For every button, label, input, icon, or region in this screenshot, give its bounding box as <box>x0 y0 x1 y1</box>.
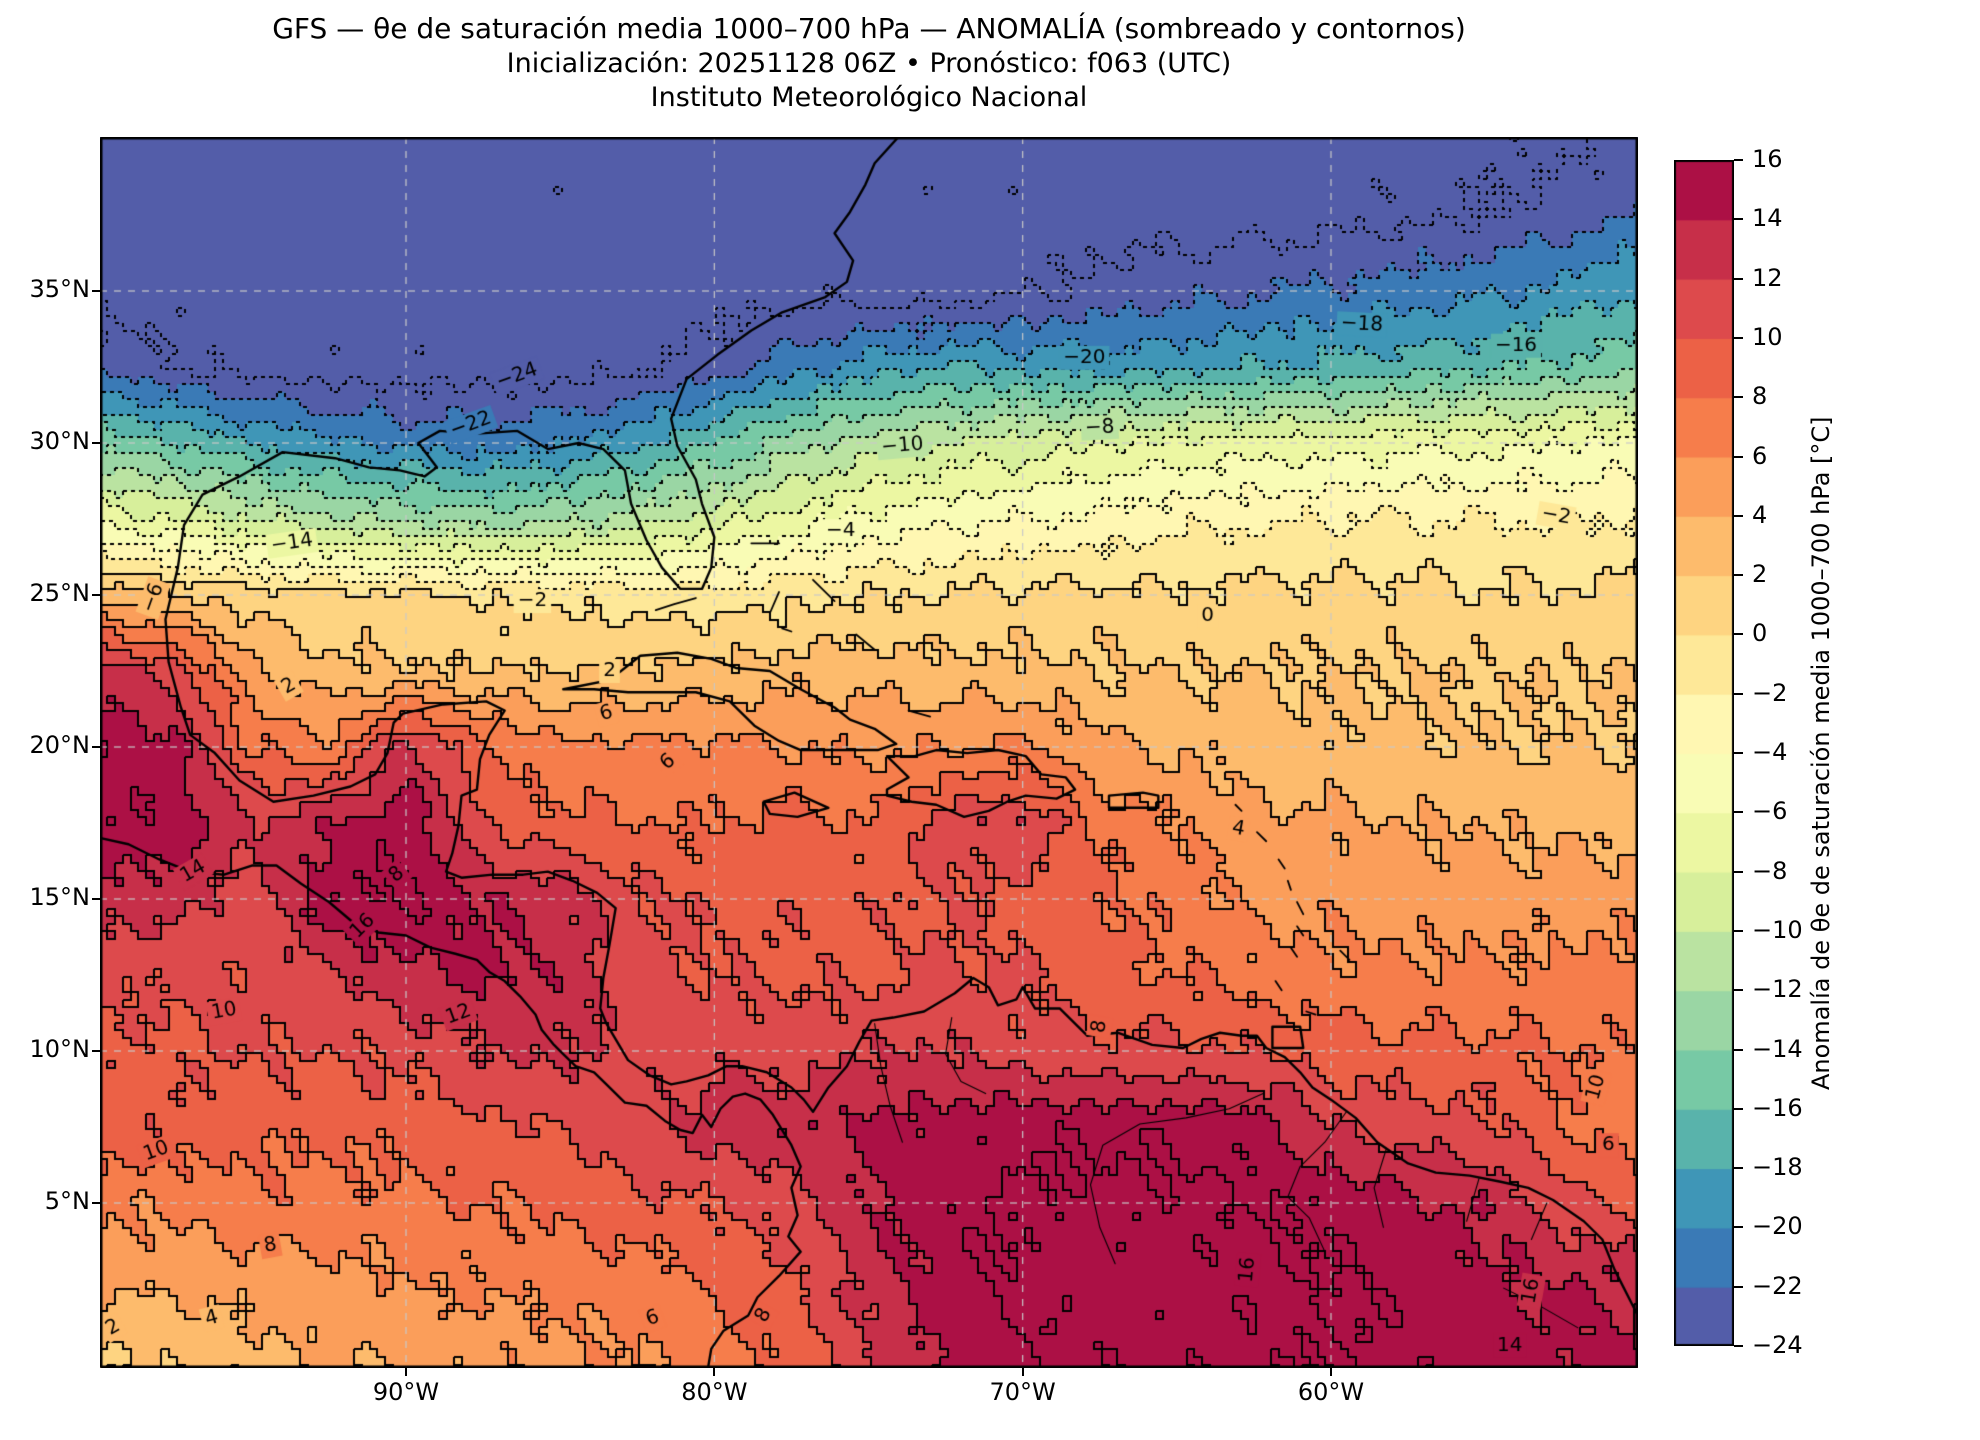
colorbar-tick-label: 4 <box>1752 500 1768 529</box>
colorbar-tick-label: 16 <box>1752 145 1783 173</box>
x-tick-mark <box>713 1368 716 1376</box>
colorbar-tick-mark <box>1734 1107 1743 1110</box>
y-tick-mark <box>92 1202 100 1204</box>
x-tick-label: 90°W <box>372 1378 440 1406</box>
colorbar-tick-label: −22 <box>1752 1271 1803 1300</box>
colorbar-tick-label: −8 <box>1752 856 1788 885</box>
colorbar-tick-mark <box>1734 396 1743 399</box>
chart-subtitle: Inicialización: 20251128 06Z • Pronóstic… <box>506 48 1232 79</box>
colorbar-tick-mark <box>1734 336 1743 339</box>
colorbar-tick-label: 10 <box>1752 322 1783 351</box>
colorbar-tick-label: 0 <box>1752 619 1768 648</box>
colorbar-tick-mark <box>1734 514 1743 517</box>
colorbar-tick-mark <box>1734 1048 1743 1051</box>
y-tick-label: 20°N <box>29 731 91 759</box>
y-tick-mark <box>92 290 100 292</box>
colorbar-tick-mark <box>1734 929 1743 932</box>
colorbar <box>1674 160 1734 1346</box>
colorbar-tick-label: −18 <box>1752 1153 1803 1182</box>
colorbar-tick-mark <box>1734 1285 1743 1288</box>
colorbar-tick-mark <box>1734 989 1743 992</box>
y-tick-mark <box>92 594 100 596</box>
colorbar-tick-mark <box>1734 1226 1743 1229</box>
y-tick-label: 10°N <box>29 1035 91 1063</box>
colorbar-tick-mark <box>1734 574 1743 577</box>
colorbar-tick-mark <box>1734 455 1743 458</box>
colorbar-tick-label: −16 <box>1752 1093 1803 1122</box>
colorbar-tick-label: 2 <box>1752 560 1768 589</box>
x-tick-mark <box>1021 1368 1024 1376</box>
colorbar-tick-mark <box>1734 277 1743 280</box>
x-tick-mark <box>1329 1368 1332 1376</box>
colorbar-tick-label: −10 <box>1752 915 1803 944</box>
colorbar-tick-label: −12 <box>1752 975 1803 1004</box>
colorbar-tick-label: −4 <box>1752 738 1788 766</box>
x-tick-mark <box>405 1368 407 1376</box>
colorbar-tick-mark <box>1734 633 1743 636</box>
colorbar-tick-label: −6 <box>1752 797 1788 826</box>
y-tick-label: 35°N <box>29 275 91 303</box>
colorbar-tick-mark <box>1734 159 1743 161</box>
chart-title: GFS — θe de saturación media 1000–700 hP… <box>272 12 1466 45</box>
y-tick-label: 15°N <box>29 883 91 911</box>
x-tick-label: 80°W <box>681 1378 748 1406</box>
y-tick-mark <box>92 442 100 444</box>
y-tick-label: 5°N <box>44 1187 90 1215</box>
y-tick-mark <box>92 1050 100 1052</box>
y-tick-mark <box>92 898 100 900</box>
colorbar-tick-mark <box>1734 811 1743 814</box>
y-tick-label: 25°N <box>29 579 91 607</box>
map-canvas <box>100 137 1638 1368</box>
colorbar-tick-mark <box>1734 1345 1743 1347</box>
colorbar-tick-mark <box>1734 752 1743 754</box>
colorbar-label: Anomalía de θe de saturación media 1000–… <box>1807 416 1835 1090</box>
colorbar-tick-mark <box>1734 1167 1743 1170</box>
x-tick-label: 60°W <box>1297 1378 1365 1406</box>
chart-institution: Instituto Meteorológico Nacional <box>650 82 1088 113</box>
colorbar-tick-mark <box>1734 870 1743 873</box>
colorbar-tick-label: 14 <box>1752 204 1783 233</box>
colorbar-tick-label: −20 <box>1752 1212 1803 1241</box>
colorbar-tick-label: −14 <box>1752 1034 1803 1063</box>
colorbar-tick-label: −24 <box>1752 1331 1803 1359</box>
colorbar-tick-label: −2 <box>1752 678 1788 707</box>
colorbar-tick-label: 12 <box>1752 263 1783 292</box>
y-tick-label: 30°N <box>29 427 91 455</box>
x-tick-label: 70°W <box>989 1378 1056 1406</box>
colorbar-tick-mark <box>1734 218 1743 221</box>
colorbar-tick-label: 8 <box>1752 382 1768 411</box>
y-tick-mark <box>92 746 100 748</box>
colorbar-tick-label: 6 <box>1752 441 1768 470</box>
colorbar-tick-mark <box>1734 692 1743 695</box>
